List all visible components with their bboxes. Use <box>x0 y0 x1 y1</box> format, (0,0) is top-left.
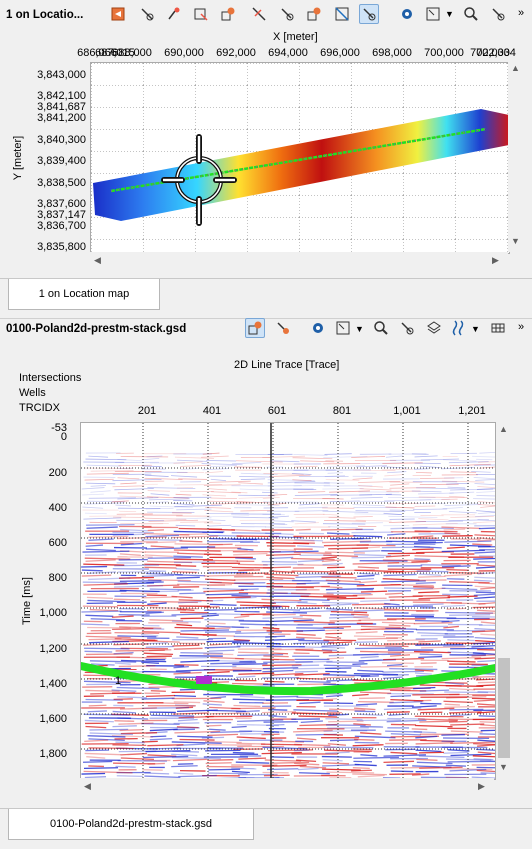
chevron-down-icon[interactable]: ▼ <box>355 324 364 334</box>
top-vertical-scrollbar[interactable]: ▲▼ <box>508 62 524 252</box>
bottom-y-tick-label: 0 <box>61 431 67 443</box>
layers-icon[interactable] <box>424 318 444 338</box>
location-map[interactable] <box>90 62 510 254</box>
chevron-down-icon[interactable]: ▼ <box>471 324 480 334</box>
edit-icon[interactable] <box>277 4 297 24</box>
top-tab-bar: 1 on Location map <box>0 278 532 319</box>
tab-seismic-stack[interactable]: 0100-Poland2d-prestm-stack.gsd <box>8 809 254 840</box>
bottom-tab-bar: 0100-Poland2d-prestm-stack.gsd <box>0 808 532 849</box>
zoom-box-icon[interactable] <box>304 4 324 24</box>
pointer-icon[interactable] <box>137 4 157 24</box>
chevron-down-icon[interactable]: ▼ <box>445 9 454 19</box>
tab-seismic-stack-label: 0100-Poland2d-prestm-stack.gsd <box>50 818 212 830</box>
zoom-extent-icon[interactable] <box>423 4 443 24</box>
tool-icon[interactable] <box>397 318 417 338</box>
pick-settings-icon[interactable] <box>218 4 238 24</box>
zoom-extent-icon[interactable] <box>333 318 353 338</box>
top-y-tick-label: 3,836,700 <box>37 220 86 232</box>
top-panel-title: 1 on Locatio... <box>6 9 83 21</box>
bottom-x-tick-label: 601 <box>268 405 286 417</box>
bottom-y-tick-label: 1,800 <box>39 748 67 760</box>
settings-icon[interactable] <box>397 4 417 24</box>
bottom-x-tick-label: 201 <box>138 405 156 417</box>
bottom-y-tick-label: 1,400 <box>39 678 67 690</box>
top-y-tick-label: 3,841,200 <box>37 112 86 124</box>
edit-icon[interactable] <box>273 318 293 338</box>
header-label-trcidx: TRCIDX <box>19 402 60 414</box>
bottom-vertical-scrollbar[interactable]: ▲ ▼ <box>496 422 512 778</box>
top-x-tick-label: 696,000 <box>320 47 360 59</box>
top-y-tick-label: 3,843,000 <box>37 69 86 81</box>
top-y-tick-label: 3,838,500 <box>37 177 86 189</box>
top-x-tick-label: 688,000 <box>112 47 152 59</box>
digitize-icon[interactable] <box>191 4 211 24</box>
bottom-x-tick-label: 401 <box>203 405 221 417</box>
bottom-y-tick-label: 1,200 <box>39 643 67 655</box>
bottom-y-tick-label: 400 <box>49 502 67 514</box>
header-label-intersections: Intersections <box>19 372 81 384</box>
top-x-axis-label: X [meter] <box>273 31 318 43</box>
top-y-axis-label: Y [meter] <box>12 128 24 188</box>
top-x-tick-label: 698,000 <box>372 47 412 59</box>
top-x-tick-label: 700,000 <box>424 47 464 59</box>
top-x-tick-label: 690,000 <box>164 47 204 59</box>
overflow-icon[interactable]: » <box>518 321 524 333</box>
bottom-y-axis-label: Time [ms] <box>21 566 33 636</box>
bottom-x-tick-label: 1,201 <box>458 405 486 417</box>
top-y-tick-label: 3,835,800 <box>37 241 86 253</box>
bottom-horizontal-scrollbar[interactable]: ◀▶ <box>80 778 494 794</box>
tab-location-map-label: 1 on Location map <box>39 288 130 300</box>
bottom-x-tick-label: 801 <box>333 405 351 417</box>
bottom-panel-title: 0100-Poland2d-prestm-stack.gsd <box>6 323 186 335</box>
bottom-x-tick-label: 1,001 <box>393 405 421 417</box>
top-y-tick-label: 3,840,300 <box>37 134 86 146</box>
horizon-label: 1 <box>115 675 121 687</box>
tab-location-map[interactable]: 1 on Location map <box>8 279 160 310</box>
wiggle-icon[interactable] <box>449 318 469 338</box>
bottom-y-tick-label: 800 <box>49 572 67 584</box>
tool-icon[interactable] <box>488 4 508 24</box>
select-icon-active[interactable] <box>359 4 379 24</box>
top-x-tick-label: 694,000 <box>268 47 308 59</box>
table-icon[interactable] <box>488 318 508 338</box>
seismic-section[interactable]: 1 <box>80 422 496 780</box>
search-icon[interactable] <box>461 4 481 24</box>
pick-icon[interactable] <box>164 4 184 24</box>
bottom-y-tick-label: 1,600 <box>39 713 67 725</box>
measure-icon[interactable] <box>249 4 269 24</box>
settings-icon[interactable] <box>308 318 328 338</box>
header-label-wells: Wells <box>19 387 46 399</box>
seismic-icon[interactable] <box>108 4 128 24</box>
top-horizontal-scrollbar[interactable]: ◀▶ <box>90 252 508 268</box>
select-icon[interactable] <box>332 4 352 24</box>
overflow-icon[interactable]: » <box>518 7 524 19</box>
bottom-y-tick-label: 200 <box>49 467 67 479</box>
top-x-tick-label: 702,334 <box>476 47 516 59</box>
bottom-y-tick-label: 1,000 <box>39 607 67 619</box>
scroll-thumb[interactable] <box>498 658 510 758</box>
search-icon[interactable] <box>371 318 391 338</box>
top-x-tick-label: 692,000 <box>216 47 256 59</box>
bottom-x-axis-label: 2D Line Trace [Trace] <box>234 359 339 371</box>
top-y-tick-label: 3,839,400 <box>37 155 86 167</box>
pick-settings-icon[interactable] <box>245 318 265 338</box>
bottom-y-tick-label: 600 <box>49 537 67 549</box>
